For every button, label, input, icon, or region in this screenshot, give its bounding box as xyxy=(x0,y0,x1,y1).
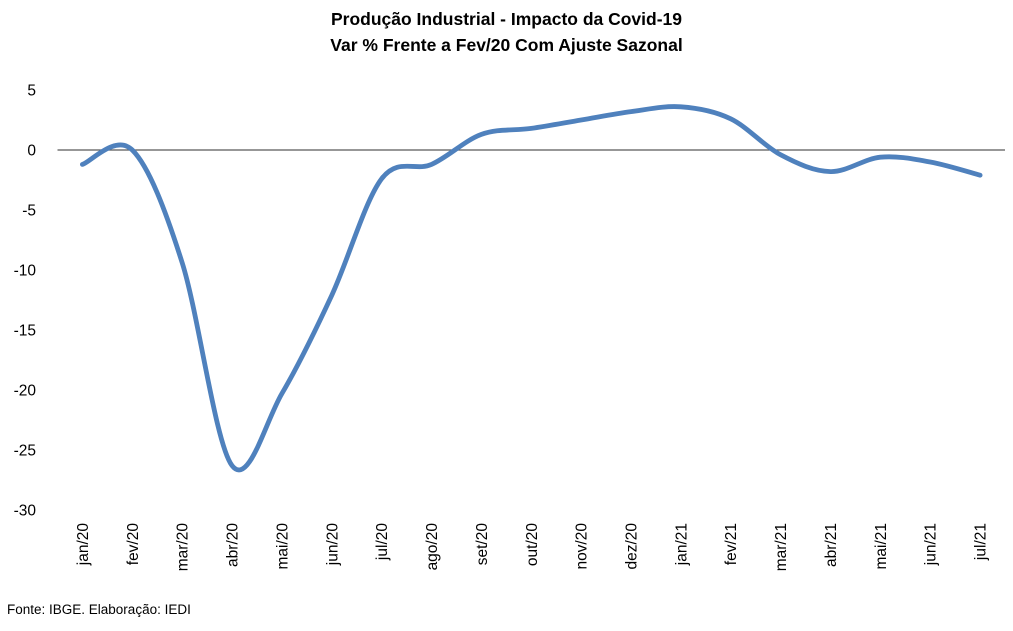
y-tick-label: -10 xyxy=(14,263,37,280)
x-tick-label: jan/20 xyxy=(75,523,92,567)
x-tick-label: jul/21 xyxy=(973,523,990,561)
x-tick-label: fev/21 xyxy=(723,523,740,565)
x-tick-label: mai/21 xyxy=(873,523,890,570)
x-tick-label: nov/20 xyxy=(574,523,591,570)
y-tick-label: -30 xyxy=(14,503,37,520)
x-tick-label: mar/20 xyxy=(175,523,192,572)
x-tick-label: mai/20 xyxy=(274,523,291,570)
y-tick-label: 5 xyxy=(27,83,36,100)
x-tick-label: jun/21 xyxy=(923,523,940,566)
y-tick-label: -20 xyxy=(14,383,37,400)
x-tick-label: abr/21 xyxy=(823,523,840,567)
chart-title-line2: Var % Frente a Fev/20 Com Ajuste Sazonal xyxy=(330,35,683,55)
x-tick-label: abr/20 xyxy=(225,523,242,567)
x-tick-label: jul/20 xyxy=(374,523,391,561)
y-tick-label: -25 xyxy=(14,443,36,460)
source-note: Fonte: IBGE. Elaboração: IEDI xyxy=(7,602,191,617)
y-tick-label: -15 xyxy=(14,323,36,340)
x-tick-label: jun/20 xyxy=(324,523,341,567)
x-tick-label: set/20 xyxy=(474,523,491,566)
x-tick-label: jan/21 xyxy=(673,523,690,566)
x-tick-label: dez/20 xyxy=(623,523,640,570)
x-tick-label: fev/20 xyxy=(125,523,142,566)
y-tick-label: 0 xyxy=(27,143,36,160)
chart-title: Produção Industrial - Impacto da Covid-1… xyxy=(0,6,1013,58)
x-tick-label: ago/20 xyxy=(424,523,441,571)
chart-title-line1: Produção Industrial - Impacto da Covid-1… xyxy=(330,9,683,29)
y-tick-label: -5 xyxy=(22,203,36,220)
x-tick-label: out/20 xyxy=(524,523,541,566)
series-line xyxy=(80,104,983,473)
x-tick-label: mar/21 xyxy=(773,523,790,571)
